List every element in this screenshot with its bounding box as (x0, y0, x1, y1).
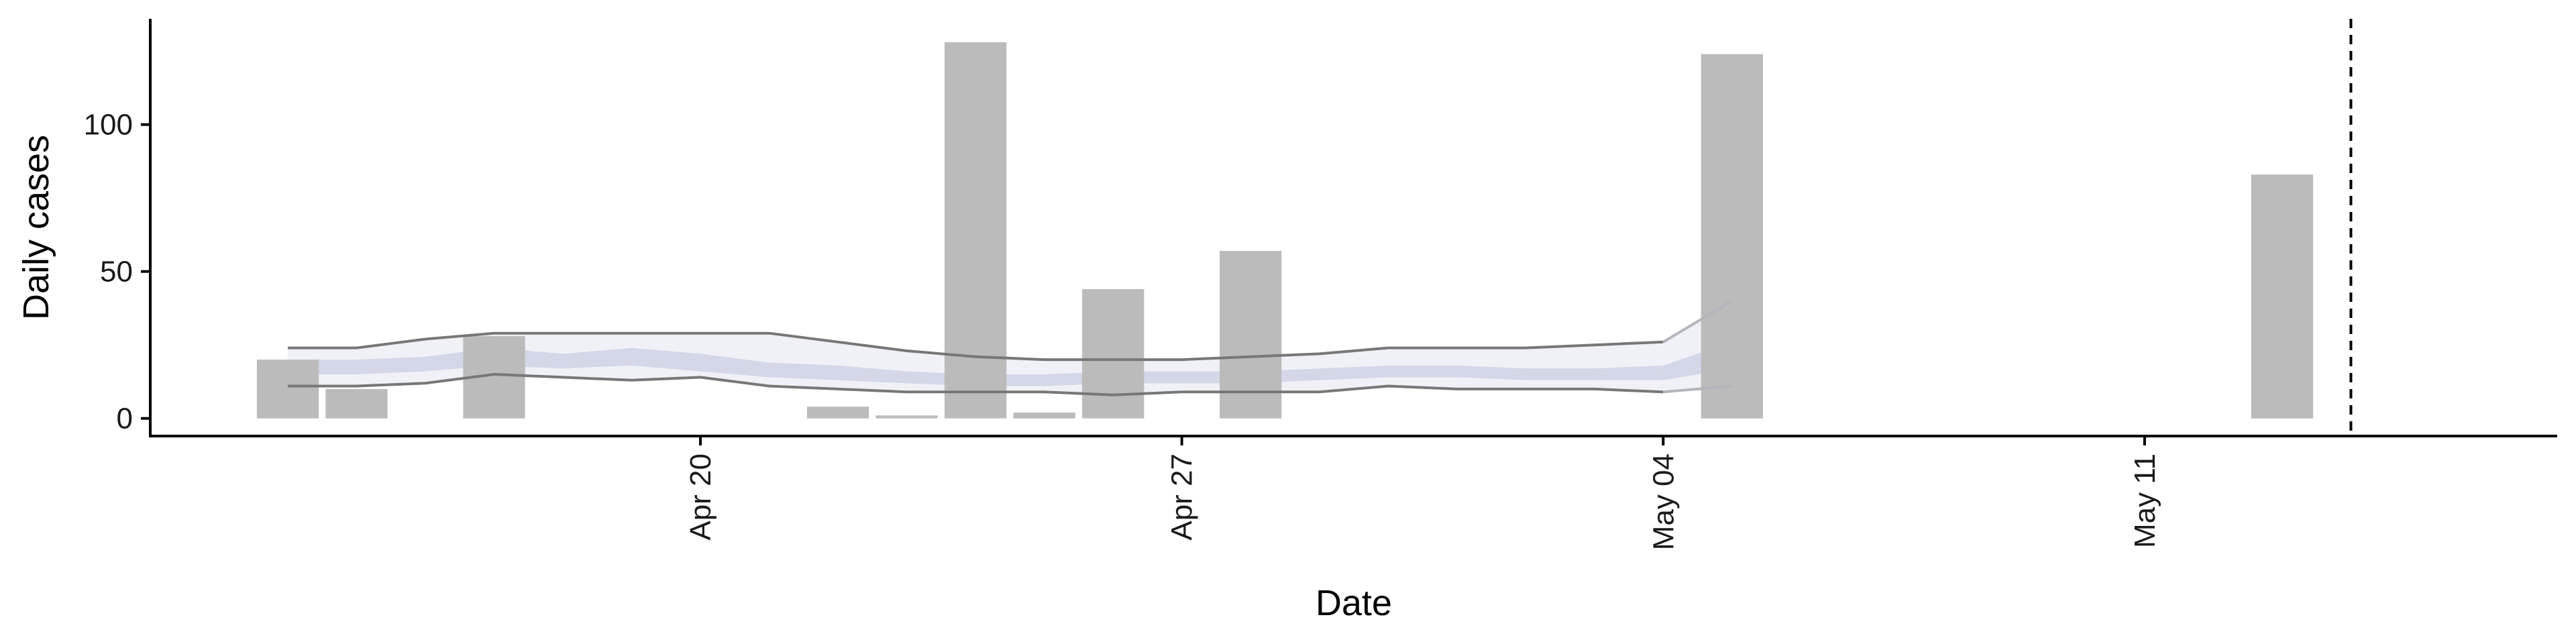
y-tick-label: 0 (117, 402, 133, 435)
forecast-upper-line (1662, 299, 1733, 343)
bar (325, 388, 388, 419)
bar (875, 415, 938, 419)
x-tick-label: Apr 20 (684, 453, 717, 541)
bar (2251, 174, 2314, 419)
bar (945, 42, 1007, 419)
forecast-lower-line (1663, 384, 1732, 394)
estimate-lines (288, 299, 1733, 396)
y-tick-label: 100 (84, 109, 133, 142)
bar (1082, 289, 1144, 419)
x-tick-label: May 04 (1647, 453, 1680, 550)
x-ticks: Apr 20 Apr 27 May 04 May 11 (684, 436, 2161, 550)
outer-upper-line (288, 331, 1664, 362)
x-axis-title: Date (1316, 583, 1392, 623)
x-tick-label: May 11 (2129, 453, 2161, 548)
y-ticks: 0 50 100 (84, 109, 150, 435)
bar (1701, 54, 1763, 419)
y-axis-title: Daily cases (16, 135, 56, 320)
outer-lower-line (288, 372, 1664, 396)
bar (1220, 251, 1282, 419)
y-tick-label: 50 (100, 256, 133, 288)
x-tick-label: Apr 27 (1166, 453, 1199, 541)
bar (807, 407, 869, 419)
bar (1013, 413, 1075, 419)
bar (256, 360, 319, 419)
axes (149, 19, 2557, 437)
inner-credible-band (288, 347, 1664, 386)
